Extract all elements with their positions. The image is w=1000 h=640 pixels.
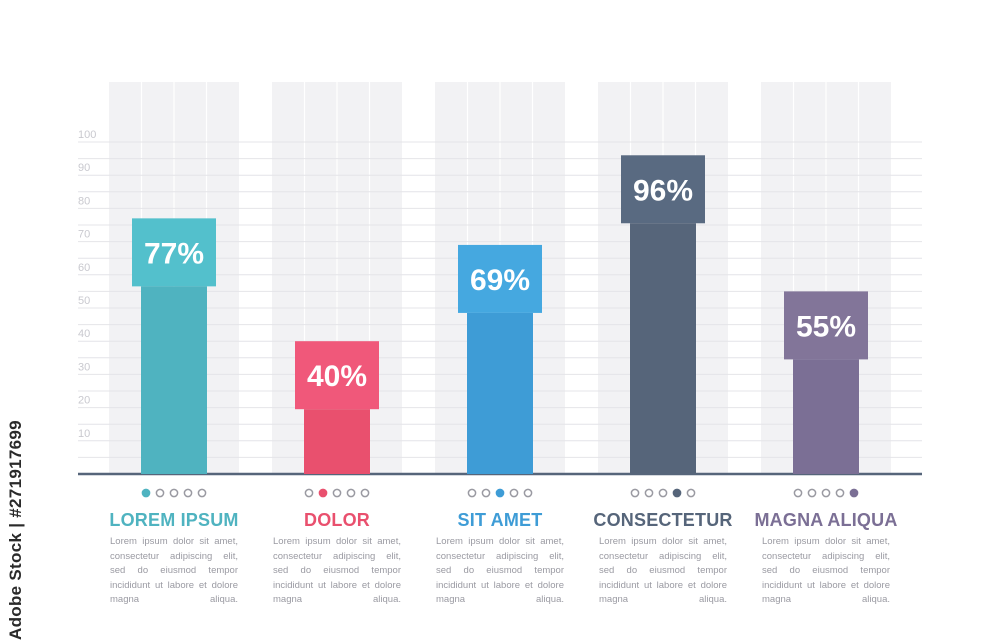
indicator-dot [807, 488, 817, 498]
indicator-dot [523, 488, 533, 498]
indicator-dot [304, 488, 314, 498]
indicator-dot [360, 488, 370, 498]
indicator-dot [332, 488, 342, 498]
category-title-1: LOREM IPSUM [109, 510, 239, 530]
category-description-5: Lorem ipsum dolor sit amet, consectetur … [762, 536, 890, 605]
indicator-dot [467, 488, 477, 498]
watermark-text: Adobe Stock | #271917699 [6, 420, 25, 640]
bar-3 [467, 312, 533, 474]
category-description-2: Lorem ipsum dolor sit amet, consectetur … [273, 536, 401, 605]
bar-5 [793, 359, 859, 474]
y-tick-label: 100 [78, 129, 96, 141]
value-label-3: 69% [470, 264, 530, 297]
indicator-dot-active [849, 488, 859, 498]
indicator-dot [169, 488, 179, 498]
bar-2 [304, 409, 370, 474]
indicator-dot-active [495, 488, 505, 498]
indicator-dot-active [318, 488, 328, 498]
value-label-5: 55% [796, 310, 856, 343]
indicator-dot [509, 488, 519, 498]
y-tick-label: 10 [78, 428, 90, 440]
value-label-2: 40% [307, 360, 367, 393]
y-tick-label: 30 [78, 361, 90, 373]
indicator-dot [644, 488, 654, 498]
category-description-3: Lorem ipsum dolor sit amet, consectetur … [436, 536, 564, 605]
value-label-1: 77% [144, 237, 204, 270]
value-box-1 [132, 218, 216, 287]
category-description-1: Lorem ipsum dolor sit amet, consectetur … [110, 536, 238, 605]
y-tick-label: 60 [78, 262, 90, 274]
y-tick-label: 50 [78, 295, 90, 307]
indicator-dot [793, 488, 803, 498]
value-box-4 [621, 155, 705, 224]
value-box-3 [458, 244, 542, 313]
y-tick-label: 90 [78, 162, 90, 174]
y-tick-label: 80 [78, 195, 90, 207]
value-label-4: 96% [633, 174, 693, 207]
indicator-dot [481, 488, 491, 498]
indicator-dot-active [672, 488, 682, 498]
category-title-2: DOLOR [304, 510, 370, 530]
category-description-4: Lorem ipsum dolor sit amet, consectetur … [599, 536, 727, 605]
value-box-2 [295, 341, 379, 410]
indicator-dot [835, 488, 845, 498]
indicator-dot [686, 488, 696, 498]
bar-4 [630, 223, 696, 474]
indicator-dot [658, 488, 668, 498]
indicator-dot [821, 488, 831, 498]
indicator-dot-active [141, 488, 151, 498]
category-title-5: MAGNA ALIQUA [754, 510, 898, 530]
indicator-dot [346, 488, 356, 498]
indicator-dot [197, 488, 207, 498]
y-tick-label: 20 [78, 395, 90, 407]
category-title-4: CONSECTETUR [593, 510, 733, 530]
indicator-dot [183, 488, 193, 498]
y-tick-label: 40 [78, 328, 90, 340]
indicator-dot [155, 488, 165, 498]
indicator-dot [630, 488, 640, 498]
y-tick-label: 70 [78, 229, 90, 241]
category-title-3: SIT AMET [457, 510, 543, 530]
value-box-5 [784, 291, 868, 360]
bar-1 [141, 286, 207, 474]
